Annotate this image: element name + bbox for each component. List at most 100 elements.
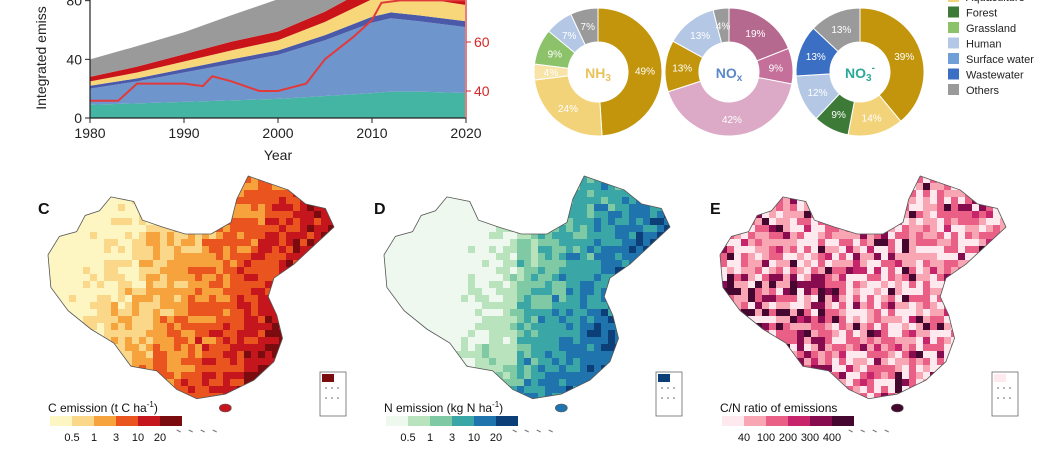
colorbar-swatch bbox=[766, 416, 788, 426]
legend-label: Surface water bbox=[966, 54, 1034, 66]
area-series-0 bbox=[90, 91, 465, 118]
colorbar-swatch bbox=[50, 416, 72, 426]
donut-slice bbox=[533, 75, 603, 137]
map-cells bbox=[384, 176, 670, 399]
slice-label: 13% bbox=[690, 31, 710, 42]
slice-label: 12% bbox=[807, 88, 827, 99]
colorbar-swatch bbox=[496, 416, 518, 426]
colorbar-swatch bbox=[744, 416, 766, 426]
donut-center-label: NH3 bbox=[585, 65, 611, 84]
colorbar-tick-label: 3 bbox=[113, 432, 119, 444]
legend-swatch bbox=[948, 53, 959, 64]
colorbar-swatch bbox=[430, 416, 452, 426]
slice-label: 4% bbox=[716, 21, 731, 32]
colorbar-swatch bbox=[474, 416, 496, 426]
donut-slice bbox=[570, 7, 599, 46]
slice-label: 39% bbox=[894, 52, 914, 63]
legend-label: Wastewater bbox=[966, 70, 1024, 82]
slice-label: 24% bbox=[558, 104, 578, 115]
legend-swatch bbox=[948, 84, 959, 95]
legend-swatch bbox=[948, 0, 959, 2]
colorbar-tick-label: 3 bbox=[449, 432, 455, 444]
map-cells bbox=[720, 176, 1006, 399]
legend-swatch bbox=[948, 22, 959, 33]
area-series-5 bbox=[90, 0, 347, 77]
colorbar-title: C emission (t C ha-1) bbox=[48, 400, 158, 415]
x-axis-label: Year bbox=[264, 147, 293, 163]
map-outline bbox=[47, 175, 335, 400]
colorbar-swatch bbox=[832, 416, 854, 426]
panel-letter: C bbox=[38, 201, 50, 218]
colorbar-tick-label: 20 bbox=[490, 432, 502, 444]
slice-label: 9% bbox=[831, 110, 846, 121]
colorbar-swatch bbox=[452, 416, 474, 426]
colorbar-tick-label: 200 bbox=[779, 432, 797, 444]
colorbar-swatch bbox=[94, 416, 116, 426]
legend-swatch bbox=[948, 68, 959, 80]
colorbar-tick-label: 1 bbox=[427, 432, 433, 444]
donut-charts: 49% 24% 4% 9% 7% 7% NH3 19% 9% 42% 13% 13% 4% NOx 39% 1… bbox=[533, 7, 925, 137]
series-line bbox=[90, 0, 465, 102]
map-island bbox=[219, 403, 232, 413]
colorbar-tick-label: 10 bbox=[132, 432, 144, 444]
donut-slice bbox=[597, 7, 663, 137]
colorbar-swatch bbox=[722, 416, 744, 426]
slice-label: 13% bbox=[831, 25, 851, 36]
slice-label: 13% bbox=[806, 52, 826, 63]
colorbar-swatch bbox=[408, 416, 430, 426]
map-4: E C/N ratio of emissions 40 100 200 300 400 bbox=[710, 175, 1019, 444]
slice-label: 7% bbox=[581, 22, 596, 33]
donut-center-label: NOx bbox=[716, 65, 743, 84]
map-2: C C emission (t C ha-1) 0.5 1 3 10 20 bbox=[38, 175, 347, 444]
area-series-3 bbox=[90, 0, 465, 86]
colorbar-tick-label: 0.5 bbox=[400, 432, 415, 444]
donut-slice bbox=[859, 7, 925, 123]
donut-0: 49% 24% 4% 9% 7% 7% NH3 bbox=[533, 7, 663, 137]
panel-letter: D bbox=[374, 201, 386, 218]
colorbar-tick-label: 1 bbox=[91, 432, 97, 444]
legend: Aquaculture Forest Grassland Human Surface w… bbox=[948, 0, 1034, 97]
colorbar-swatch bbox=[160, 416, 182, 426]
y-tick-label: 0 bbox=[74, 110, 82, 126]
map-outline bbox=[719, 175, 1007, 400]
colorbar-tick-label: 100 bbox=[757, 432, 775, 444]
colorbar-tick-label: 10 bbox=[468, 432, 480, 444]
x-ticks: 1980 1990 2000 2010 2020 bbox=[74, 118, 482, 141]
legend-label: Forest bbox=[966, 8, 997, 20]
slice-label: 13% bbox=[672, 64, 692, 75]
y-ticks: 0 40 80 bbox=[66, 0, 90, 126]
map-island bbox=[891, 403, 904, 413]
x-tick-label: 1980 bbox=[74, 125, 105, 141]
slice-label: 9% bbox=[769, 64, 784, 75]
slice-label: 4% bbox=[544, 68, 559, 79]
y-tick-label: 80 bbox=[66, 0, 82, 9]
y2-ticks: 40 60 bbox=[466, 34, 490, 99]
x-tick-label: 2010 bbox=[356, 125, 387, 141]
y2-tick-label: 60 bbox=[474, 34, 490, 50]
colorbar-tick-label: 300 bbox=[801, 432, 819, 444]
colorbar-swatch bbox=[138, 416, 160, 426]
colorbar-tick-label: 20 bbox=[154, 432, 166, 444]
donut-1: 19% 9% 42% 13% 13% 4% NOx bbox=[664, 7, 794, 137]
legend-label: Aquaculture bbox=[966, 0, 1025, 4]
colorbar-title: C/N ratio of emissions bbox=[720, 401, 837, 415]
slice-label: 9% bbox=[548, 49, 563, 60]
legend-swatch bbox=[948, 6, 959, 18]
x-tick-label: 2020 bbox=[450, 125, 481, 141]
y-tick-label: 40 bbox=[66, 51, 82, 67]
y2-tick-label: 40 bbox=[474, 83, 490, 99]
maps: C C emission (t C ha-1) 0.5 1 3 10 20 D N emissi… bbox=[38, 175, 1019, 444]
colorbar-swatch bbox=[72, 416, 94, 426]
map-island bbox=[555, 403, 568, 413]
colorbar-swatch bbox=[810, 416, 832, 426]
legend-swatch bbox=[948, 37, 959, 49]
stacked-area-chart: 1980 1990 2000 2010 2020 0 40 80 40 60 Year Int… bbox=[33, 0, 490, 163]
colorbar-swatch bbox=[788, 416, 810, 426]
slice-label: 7% bbox=[562, 31, 577, 42]
slice-label: 49% bbox=[635, 67, 655, 78]
colorbar-tick-label: 40 bbox=[738, 432, 750, 444]
donut-slice bbox=[812, 7, 861, 53]
slice-label: 14% bbox=[862, 114, 882, 125]
x-tick-label: 2000 bbox=[262, 125, 293, 141]
